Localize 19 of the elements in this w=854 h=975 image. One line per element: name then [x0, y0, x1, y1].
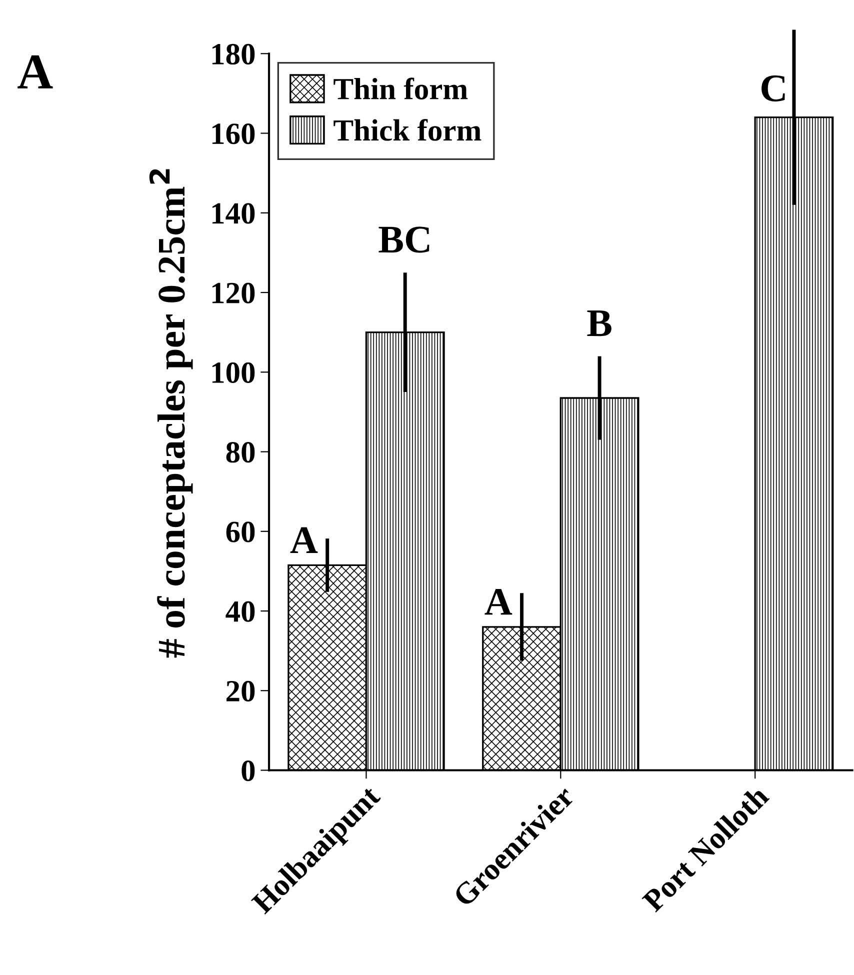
data-label: BC [378, 226, 430, 253]
data-label: B [587, 310, 612, 336]
y-tick-label: 180 [212, 44, 255, 65]
y-tick-label: 80 [226, 442, 255, 463]
y-axis-title: # of conceptacles per 0.25cm$^{2}$ [149, 169, 193, 658]
data-label: A [290, 527, 318, 553]
y-tick-label: 60 [226, 522, 255, 542]
text: A [18, 55, 53, 88]
y-tick-label: 160 [212, 124, 255, 144]
data-label: A [484, 588, 512, 615]
y-tick-label: 140 [212, 203, 255, 224]
legend-label: Thin form [334, 78, 468, 100]
data-label: C [762, 75, 785, 102]
y-tick-label: 40 [226, 601, 255, 622]
y-tick-label: 20 [226, 680, 255, 702]
y-tick-label: 0 [242, 760, 255, 782]
y-tick-label: 100 [212, 362, 255, 384]
y-tick-label: 120 [212, 282, 255, 304]
legend-label: Thick form [334, 118, 482, 141]
